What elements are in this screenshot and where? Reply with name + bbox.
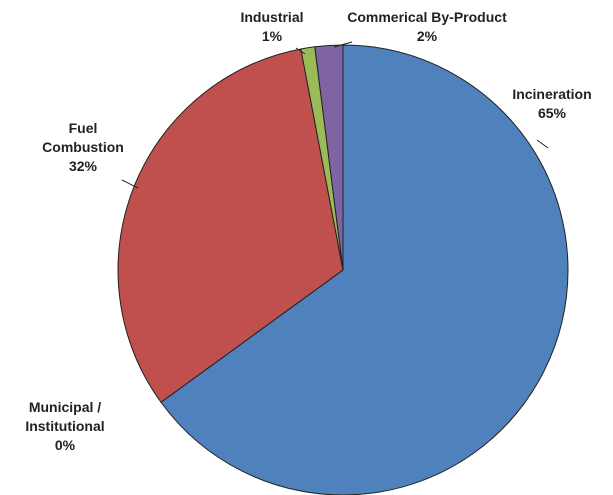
slice-label: Municipal / Institutional 0% <box>5 398 125 455</box>
value-label: 65% <box>537 105 567 121</box>
category-label: Incineration <box>512 86 592 102</box>
pie-slice <box>160 44 569 495</box>
value-label: 0% <box>54 437 76 453</box>
slice-label: Incineration 65% <box>497 85 607 123</box>
value-label: 32% <box>68 158 98 174</box>
leader-line <box>333 41 353 48</box>
slice-label: Industrial 1% <box>222 8 322 46</box>
category-label: Municipal / Institutional <box>25 399 105 434</box>
value-label: 1% <box>261 28 283 44</box>
leader-line <box>295 47 306 55</box>
leader-line <box>121 179 139 189</box>
value-label: 2% <box>416 28 438 44</box>
leader-line <box>536 139 549 149</box>
category-label: Fuel Combustion <box>42 120 124 155</box>
slice-label: Commerical By-Product 2% <box>322 8 532 46</box>
slice-label: Fuel Combustion 32% <box>28 119 138 176</box>
category-label: Industrial <box>240 9 304 25</box>
pie-slice <box>117 48 344 403</box>
category-label: Commerical By-Product <box>347 9 507 25</box>
